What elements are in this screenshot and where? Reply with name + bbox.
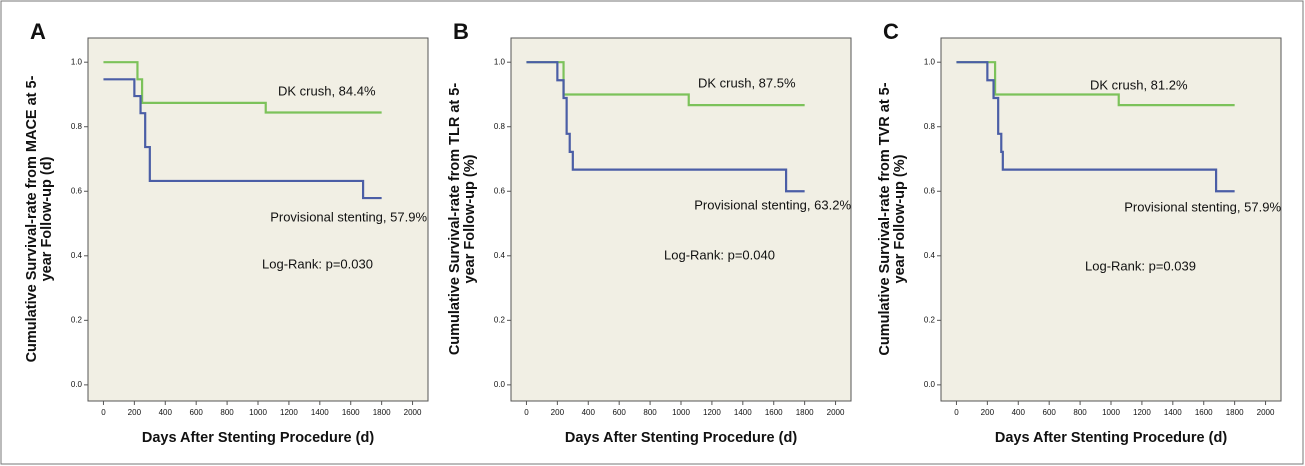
x-tick-label: 400: [1012, 408, 1026, 417]
x-tick-label: 600: [613, 408, 627, 417]
x-tick-label: 1400: [1164, 408, 1182, 417]
x-tick-label: 1200: [280, 408, 298, 417]
plot-area: [87, 37, 429, 402]
x-tick-label: 1600: [765, 408, 783, 417]
survival-curve: [103, 61, 382, 114]
x-tick-label: 1200: [1133, 408, 1151, 417]
survival-curve: [103, 78, 382, 200]
x-tick-label: 1000: [1102, 408, 1120, 417]
x-axis-label: Days After Stenting Procedure (d): [565, 430, 797, 446]
survival-curve: [526, 61, 805, 193]
x-tick-label: 200: [551, 408, 565, 417]
x-tick-label: 1600: [1195, 408, 1213, 417]
x-tick-label: 200: [128, 408, 142, 417]
y-tick-label: 0.6: [494, 186, 506, 195]
x-tick-label: 800: [1073, 408, 1087, 417]
annotation: DK crush, 87.5%: [698, 75, 796, 90]
panel-label: C: [883, 19, 899, 44]
x-tick-label: 2000: [1257, 408, 1275, 417]
y-tick-label: 0.8: [494, 122, 506, 131]
survival-curve: [956, 61, 1235, 107]
annotation: Provisional stenting, 57.9%: [270, 209, 427, 224]
annotation: Provisional stenting, 63.2%: [694, 197, 851, 212]
x-tick-label: 0: [524, 408, 529, 417]
annotation: DK crush, 84.4%: [278, 83, 376, 98]
y-axis-label: year Follow-up (%): [462, 154, 478, 283]
x-tick-label: 1000: [672, 408, 690, 417]
x-tick-label: 400: [582, 408, 596, 417]
y-axis-label: Cumulative Survival-rate from TLR at 5-: [447, 83, 463, 356]
survival-curve: [956, 61, 1235, 193]
plot-area: [940, 37, 1282, 402]
x-axis-label: Days After Stenting Procedure (d): [995, 430, 1227, 446]
panel-label: A: [30, 19, 46, 44]
y-tick-label: 0.0: [71, 380, 83, 389]
y-tick-label: 0.4: [924, 251, 936, 260]
y-tick-label: 0.6: [71, 186, 83, 195]
y-axis-label: year Follow-up (d): [39, 156, 55, 281]
x-tick-label: 1800: [1226, 408, 1244, 417]
y-tick-label: 0.2: [494, 315, 506, 324]
x-tick-label: 600: [1043, 408, 1057, 417]
plot-area: [510, 37, 852, 402]
x-tick-label: 800: [220, 408, 234, 417]
y-tick-label: 0.8: [924, 122, 936, 131]
annotation: Log-Rank: p=0.039: [1085, 258, 1196, 273]
x-tick-label: 200: [981, 408, 995, 417]
y-tick-label: 0.2: [71, 315, 83, 324]
y-tick-label: 0.2: [924, 315, 936, 324]
y-tick-label: 0.6: [924, 186, 936, 195]
x-tick-label: 400: [159, 408, 173, 417]
x-tick-label: 1000: [249, 408, 267, 417]
x-tick-label: 2000: [827, 408, 845, 417]
y-axis-label: Cumulative Survival-rate from TVR at 5-: [877, 82, 893, 355]
x-tick-label: 1800: [796, 408, 814, 417]
x-tick-label: 800: [643, 408, 657, 417]
x-tick-label: 1400: [734, 408, 752, 417]
x-tick-label: 600: [190, 408, 204, 417]
y-tick-label: 0.0: [924, 380, 936, 389]
y-tick-label: 0.4: [494, 251, 506, 260]
y-tick-label: 0.0: [494, 380, 506, 389]
annotation: Provisional stenting, 57.9%: [1124, 199, 1281, 214]
annotation: Log-Rank: p=0.040: [664, 247, 775, 262]
y-tick-label: 0.8: [71, 122, 83, 131]
y-tick-label: 1.0: [71, 57, 83, 66]
x-tick-label: 1800: [373, 408, 391, 417]
annotation: DK crush, 81.2%: [1090, 77, 1188, 92]
x-tick-label: 1600: [342, 408, 360, 417]
y-axis-label: year Follow-up (%): [892, 154, 908, 283]
x-axis-label: Days After Stenting Procedure (d): [142, 430, 374, 446]
y-axis-label: Cumulative Survival-rate from MACE at 5-: [24, 75, 40, 362]
x-tick-label: 0: [954, 408, 959, 417]
y-tick-label: 1.0: [924, 57, 936, 66]
x-tick-label: 0: [101, 408, 106, 417]
panel-label: B: [453, 19, 469, 44]
annotation: Log-Rank: p=0.030: [262, 256, 373, 271]
y-tick-label: 0.4: [71, 251, 83, 260]
x-tick-label: 1400: [311, 408, 329, 417]
x-tick-label: 1200: [703, 408, 721, 417]
y-tick-label: 1.0: [494, 57, 506, 66]
x-tick-label: 2000: [404, 408, 422, 417]
